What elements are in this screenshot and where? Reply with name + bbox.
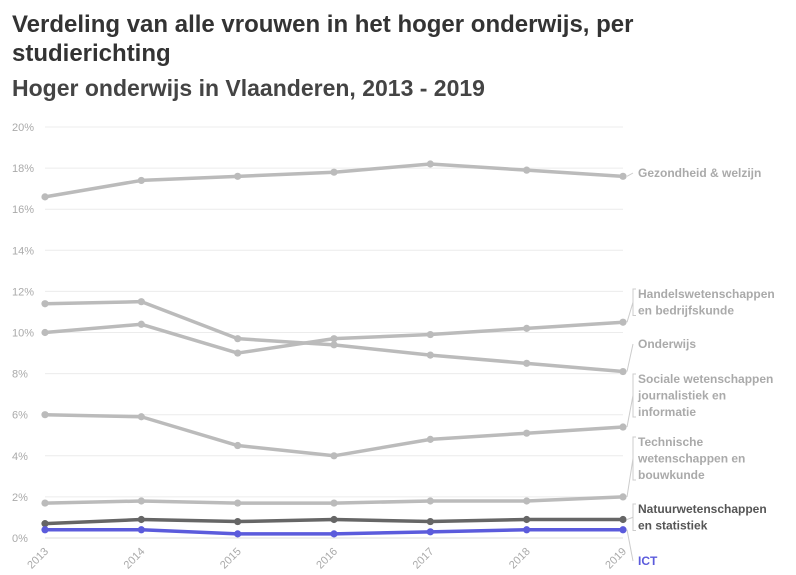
y-tick-label: 12% — [12, 286, 34, 298]
label-bracket — [632, 503, 636, 531]
data-point — [619, 172, 627, 180]
y-tick-label: 20% — [12, 122, 34, 134]
data-point — [234, 349, 242, 357]
data-point — [41, 193, 49, 201]
data-point — [619, 515, 627, 524]
data-point — [523, 497, 531, 505]
data-point — [330, 530, 338, 538]
label-connector — [626, 516, 634, 520]
data-point — [330, 341, 338, 349]
data-point — [426, 435, 434, 443]
x-tick-label: 2019 — [603, 546, 629, 572]
data-point — [330, 168, 338, 176]
data-point — [426, 330, 434, 339]
label-connector — [626, 529, 634, 562]
series-label: Technische wetenschappen en bouwkunde — [637, 435, 745, 482]
data-point — [137, 176, 145, 185]
data-point — [41, 411, 49, 419]
x-tick-label: 2015 — [218, 546, 244, 572]
data-point — [426, 528, 434, 536]
data-point — [330, 499, 338, 507]
data-point — [234, 172, 242, 180]
x-tick-label: 2016 — [314, 546, 340, 572]
data-point — [41, 499, 49, 507]
y-tick-label: 18% — [12, 163, 34, 175]
label-connector — [626, 395, 634, 428]
label-connector — [626, 458, 634, 497]
data-point — [41, 328, 49, 337]
y-tick-label: 8% — [12, 369, 28, 381]
data-point — [137, 497, 145, 505]
y-axis-ticks: 0% 2% 4% 6% 8% 10% 12% 14% 16% 18% 20% — [12, 122, 34, 545]
y-tick-label: 0% — [12, 533, 28, 545]
chart-subtitle: Hoger onderwijs in Vlaanderen, 2013 - 20… — [12, 75, 485, 101]
data-point — [523, 324, 531, 332]
data-point — [330, 335, 338, 343]
data-point — [137, 413, 145, 421]
series-label: ICT — [638, 554, 658, 568]
series-line — [43, 412, 625, 458]
x-tick-label: 2017 — [411, 546, 437, 572]
y-tick-label: 4% — [12, 451, 28, 463]
series-label: Onderwijs — [638, 337, 696, 351]
data-point — [523, 429, 531, 437]
label-bracket — [632, 436, 636, 481]
series-label: Handelswetenschappen en bedrijfskunde — [638, 287, 775, 318]
data-point — [523, 359, 531, 367]
series-labels: Gezondheid & welzijn Handelswetenschappen… — [626, 166, 775, 568]
data-point — [426, 160, 434, 168]
data-point — [426, 351, 434, 359]
data-point — [234, 335, 242, 343]
series-label: Sociale wetenschappen journalistiek en inf… — [637, 372, 773, 419]
data-point — [234, 517, 242, 526]
label-connector — [626, 343, 634, 372]
data-point — [234, 530, 242, 538]
data-point — [330, 515, 338, 524]
data-point — [137, 515, 145, 524]
data-point — [41, 526, 49, 534]
x-axis-ticks: 2013 2014 2015 2016 2017 2018 2019 — [25, 546, 629, 572]
x-tick-label: 2014 — [122, 546, 148, 572]
label-connector — [626, 302, 634, 323]
x-tick-label: 2013 — [25, 546, 51, 572]
series-label: Natuurwetenschappen en statistiek — [638, 502, 767, 533]
chart-title: Verdeling van alle vrouwen in het hoger … — [12, 11, 634, 67]
data-point — [523, 515, 531, 524]
data-point — [41, 520, 49, 528]
data-point — [426, 517, 434, 526]
grid-lines — [45, 126, 623, 539]
data-point — [523, 526, 531, 534]
data-point — [41, 300, 49, 308]
data-point — [234, 499, 242, 507]
series-label: Gezondheid & welzijn — [638, 166, 761, 180]
data-point — [426, 497, 434, 505]
data-point — [137, 526, 145, 534]
label-bracket — [632, 288, 636, 316]
data-point — [330, 452, 338, 460]
y-tick-label: 16% — [12, 204, 34, 216]
y-tick-label: 6% — [12, 410, 28, 422]
y-tick-label: 2% — [12, 492, 28, 504]
x-tick-label: 2018 — [507, 546, 533, 572]
data-point — [137, 298, 145, 306]
data-point — [234, 441, 242, 450]
label-bracket — [632, 373, 636, 418]
data-point — [619, 493, 627, 501]
series-lines — [41, 160, 627, 538]
data-point — [619, 423, 627, 431]
data-point — [619, 367, 627, 376]
y-tick-label: 14% — [12, 245, 34, 257]
data-point — [137, 320, 145, 328]
data-point — [619, 526, 627, 534]
label-connector — [626, 172, 634, 177]
y-tick-label: 10% — [12, 328, 34, 340]
data-point — [619, 318, 627, 326]
data-point — [523, 166, 531, 174]
